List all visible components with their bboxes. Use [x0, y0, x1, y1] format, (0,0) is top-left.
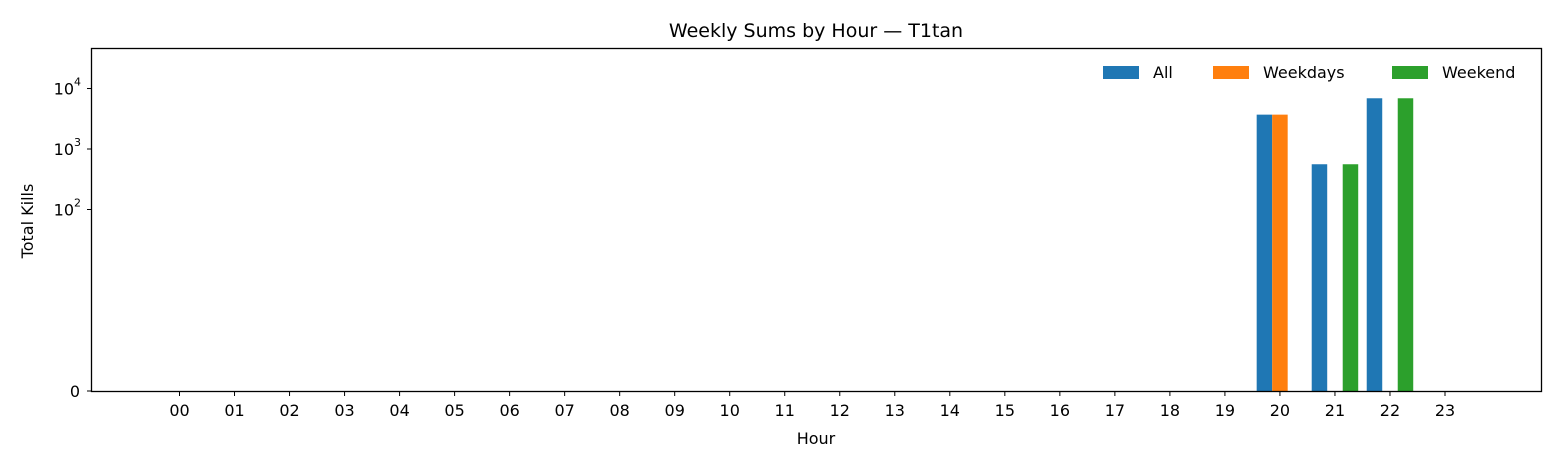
x-tick-label-01: 01	[224, 401, 244, 420]
legend-swatch-weekdays	[1213, 66, 1249, 79]
x-tick-label-23: 23	[1435, 401, 1455, 420]
x-axis-label: Hour	[797, 429, 836, 448]
chart-title: Weekly Sums by Hour — T1tan	[669, 20, 963, 42]
legend-swatch-weekend	[1392, 66, 1428, 79]
y-tick-label-100: 10	[54, 201, 74, 220]
x-ticks-group: 00 01 02 03 04 05 06 07 08 09 10 11 12 13 14 15 16 17 18 19…	[169, 391, 1455, 420]
x-tick-label-00: 00	[169, 401, 189, 420]
x-tick-label-09: 09	[665, 401, 685, 420]
legend-label-weekend: Weekend	[1442, 63, 1515, 82]
y-tick-exponent-1000: 3	[74, 136, 81, 149]
y-tick-label-1000: 10	[54, 140, 74, 159]
x-tick-label-07: 07	[554, 401, 574, 420]
bar-weekend-22	[1397, 98, 1414, 392]
y-tick-exponent-100: 2	[74, 197, 81, 210]
x-tick-label-20: 20	[1270, 401, 1290, 420]
legend-label-weekdays: Weekdays	[1263, 63, 1345, 82]
x-tick-label-21: 21	[1325, 401, 1345, 420]
x-tick-label-10: 10	[720, 401, 740, 420]
legend: All Weekdays Weekend	[1103, 63, 1515, 82]
x-tick-label-06: 06	[499, 401, 519, 420]
bar-all-20	[1256, 114, 1273, 391]
y-tick-exponent-10000: 4	[74, 76, 81, 89]
bar-all-21	[1311, 164, 1328, 391]
x-tick-label-03: 03	[334, 401, 354, 420]
x-tick-label-04: 04	[389, 401, 409, 420]
x-tick-label-17: 17	[1105, 401, 1125, 420]
x-tick-label-22: 22	[1380, 401, 1400, 420]
x-tick-label-13: 13	[885, 401, 905, 420]
x-tick-label-12: 12	[830, 401, 850, 420]
y-axis-label: Total Kills	[18, 184, 37, 260]
bars-group	[1256, 98, 1414, 392]
bar-all-22	[1366, 98, 1383, 392]
x-tick-label-19: 19	[1215, 401, 1235, 420]
y-tick-label-10000: 10	[54, 80, 74, 99]
x-tick-label-11: 11	[775, 401, 795, 420]
plot-area-frame	[90, 47, 1543, 393]
x-tick-label-14: 14	[940, 401, 960, 420]
x-tick-label-08: 08	[609, 401, 629, 420]
y-tick-label-0: 0	[70, 382, 80, 401]
x-tick-label-18: 18	[1160, 401, 1180, 420]
legend-swatch-all	[1103, 66, 1139, 79]
x-tick-label-02: 02	[279, 401, 299, 420]
x-tick-label-15: 15	[995, 401, 1015, 420]
bar-weekend-21	[1342, 164, 1359, 391]
legend-label-all: All	[1153, 63, 1173, 82]
x-tick-label-16: 16	[1050, 401, 1070, 420]
x-tick-label-05: 05	[444, 401, 464, 420]
bar-weekdays-20	[1272, 114, 1288, 391]
